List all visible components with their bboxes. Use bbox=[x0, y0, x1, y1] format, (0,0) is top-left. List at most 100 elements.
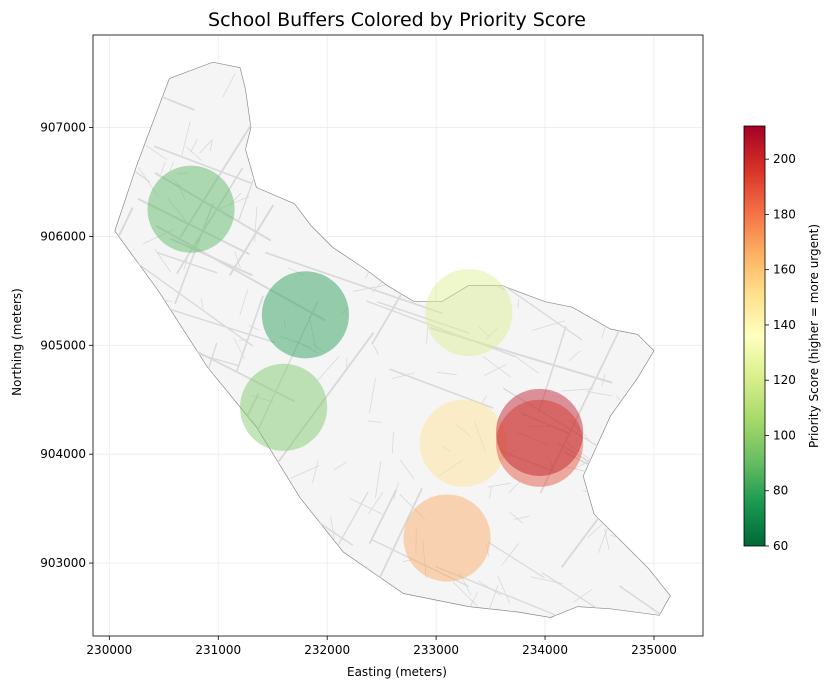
street bbox=[341, 307, 349, 314]
street bbox=[497, 575, 511, 604]
street bbox=[435, 566, 565, 618]
colorbar-tick-label: 180 bbox=[773, 207, 796, 221]
street bbox=[539, 329, 621, 494]
street bbox=[169, 161, 175, 171]
street bbox=[251, 395, 274, 403]
street bbox=[530, 576, 563, 585]
street bbox=[568, 350, 581, 361]
street bbox=[478, 326, 490, 338]
street bbox=[248, 325, 260, 331]
street bbox=[181, 121, 191, 157]
street bbox=[456, 424, 471, 437]
street bbox=[371, 539, 469, 587]
street bbox=[367, 420, 382, 423]
street bbox=[330, 515, 336, 545]
street bbox=[474, 421, 486, 452]
street bbox=[171, 178, 184, 190]
street bbox=[392, 372, 415, 379]
street bbox=[573, 588, 593, 603]
street bbox=[399, 493, 426, 520]
school-buffer bbox=[261, 271, 349, 359]
school-buffer bbox=[147, 165, 235, 253]
street bbox=[155, 225, 326, 322]
colorbar-tick-label: 160 bbox=[773, 263, 796, 277]
school-buffers bbox=[147, 165, 584, 582]
street bbox=[137, 167, 147, 179]
street bbox=[333, 461, 347, 471]
street bbox=[458, 571, 472, 596]
street bbox=[174, 203, 214, 305]
street bbox=[373, 345, 379, 356]
street bbox=[436, 371, 457, 376]
x-tick-label: 231000 bbox=[195, 643, 241, 657]
street bbox=[569, 418, 590, 440]
street bbox=[349, 497, 383, 515]
street bbox=[441, 445, 451, 452]
x-axis-ticks: 230000 231000 232000 233000 234000 235000 bbox=[86, 636, 677, 657]
street bbox=[429, 326, 613, 384]
colorbar-tick-label: 100 bbox=[773, 428, 796, 442]
street bbox=[228, 204, 275, 276]
street bbox=[114, 207, 134, 257]
street bbox=[145, 145, 168, 161]
street bbox=[239, 339, 248, 341]
x-tick-label: 233000 bbox=[413, 643, 459, 657]
y-axis-ticks: 903000 904000 905000 906000 907000 bbox=[40, 121, 93, 570]
street bbox=[531, 320, 566, 331]
street bbox=[179, 123, 253, 238]
street bbox=[368, 492, 384, 514]
street bbox=[308, 316, 317, 350]
street bbox=[137, 197, 250, 256]
street bbox=[514, 515, 530, 520]
street bbox=[287, 267, 305, 276]
street bbox=[134, 261, 254, 347]
street bbox=[142, 228, 175, 245]
street bbox=[376, 301, 470, 334]
x-tick-label: 235000 bbox=[631, 643, 677, 657]
colorbar-ticks: 60 80 100 120 140 160 180 200 bbox=[765, 152, 796, 553]
street bbox=[561, 388, 594, 392]
street bbox=[520, 412, 570, 435]
street bbox=[509, 511, 524, 524]
street bbox=[618, 585, 671, 618]
x-axis-label: Easting (meters) bbox=[347, 665, 447, 679]
street bbox=[485, 544, 490, 557]
street bbox=[389, 368, 494, 409]
street bbox=[199, 139, 213, 154]
street bbox=[438, 459, 464, 477]
street bbox=[157, 304, 276, 344]
chart-title: School Buffers Colored by Priority Score bbox=[208, 9, 586, 31]
x-tick-label: 234000 bbox=[522, 643, 568, 657]
street bbox=[508, 480, 521, 494]
street bbox=[176, 172, 189, 175]
colorbar-tick-label: 140 bbox=[773, 318, 796, 332]
street bbox=[235, 295, 264, 372]
street bbox=[183, 254, 189, 270]
street bbox=[180, 188, 186, 200]
colorbar-tick-label: 200 bbox=[773, 152, 796, 166]
street bbox=[167, 198, 187, 222]
street bbox=[391, 431, 394, 454]
street bbox=[601, 373, 606, 387]
street bbox=[368, 489, 398, 544]
colorbar-tick-label: 60 bbox=[773, 539, 788, 553]
street bbox=[156, 251, 218, 274]
street bbox=[477, 580, 502, 596]
school-buffer bbox=[419, 399, 507, 487]
street bbox=[154, 145, 253, 185]
y-tick-label: 903000 bbox=[40, 556, 86, 570]
street bbox=[145, 178, 160, 199]
street bbox=[312, 343, 325, 353]
street bbox=[154, 172, 272, 242]
street bbox=[264, 251, 443, 315]
street bbox=[283, 319, 286, 328]
street bbox=[513, 354, 540, 374]
street bbox=[586, 391, 613, 397]
street bbox=[316, 355, 340, 382]
street bbox=[369, 377, 376, 414]
street bbox=[487, 541, 545, 579]
street bbox=[480, 395, 487, 405]
street bbox=[517, 299, 519, 309]
street bbox=[200, 297, 204, 309]
